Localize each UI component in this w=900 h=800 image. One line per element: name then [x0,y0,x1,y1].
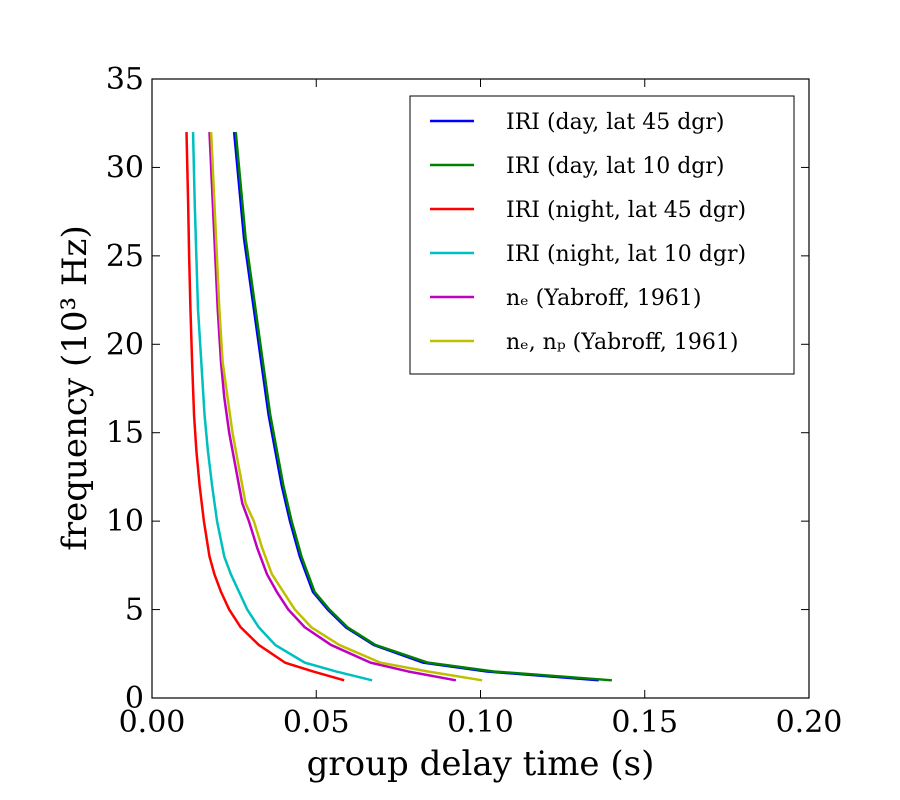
x-tick-labels: 0.00 0.05 0.10 0.15 0.20 [119,705,843,740]
legend-label-2: IRI (day, lat 10 dgr) [506,154,724,179]
x-tick-label: 0.10 [447,705,514,740]
ticks-layer [151,78,810,699]
x-tick-label: 0.15 [611,705,678,740]
legend-label-3: IRI (night, lat 45 dgr) [506,198,746,223]
y-axis-title: frequency (10³ Hz) [55,225,95,551]
series-layer [185,131,612,682]
x-tick-label: 0.00 [119,705,186,740]
legend-label-6: nₑ, nₚ (Yabroff, 1961) [506,330,738,355]
legend-box [409,95,795,375]
series-line-5 [208,132,457,682]
legend-label-4: IRI (night, lat 10 dgr) [506,242,746,267]
x-tick-label: 0.20 [776,705,843,740]
series-line-6 [209,132,483,682]
y-tick-label: 20 [106,327,144,362]
legend-label-1: IRI (day, lat 45 dgr) [506,110,724,135]
y-tick-labels: 0 5 10 15 20 25 30 35 [106,62,144,716]
x-axis-title: group delay time (s) [307,744,655,784]
series-line-4 [191,132,373,682]
y-tick-label: 5 [125,593,144,628]
y-tick-label: 10 [106,504,144,539]
y-tick-label: 15 [106,416,144,451]
y-tick-label: 30 [106,150,144,185]
y-tick-label: 0 [125,681,144,716]
legend-label-5: nₑ (Yabroff, 1961) [506,286,701,311]
series-line-2 [234,131,612,682]
y-tick-label: 25 [106,239,144,274]
legend: IRI (day, lat 45 dgr) IRI (day, lat 10 dg… [409,95,795,375]
legend-items: IRI (day, lat 45 dgr) IRI (day, lat 10 dg… [430,110,746,355]
y-tick-label: 35 [106,62,144,97]
series-line-3 [185,132,345,682]
x-tick-label: 0.05 [283,705,350,740]
